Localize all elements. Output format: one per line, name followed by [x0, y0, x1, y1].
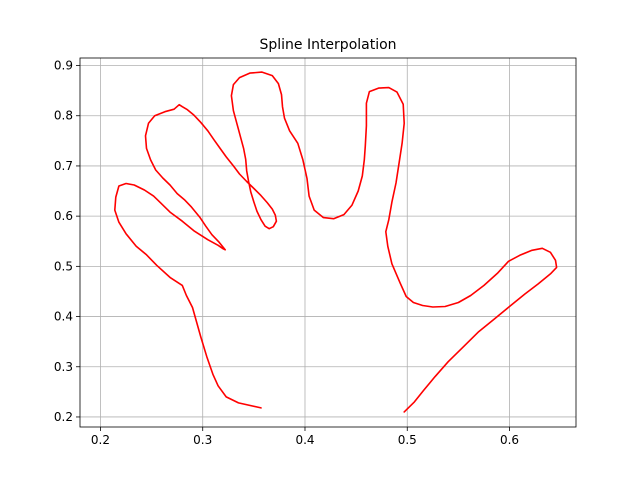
x-tick-label: 0.3: [193, 433, 212, 447]
x-tick-label: 0.5: [398, 433, 417, 447]
series-line: [114, 71, 558, 413]
y-tick-label: 0.2: [54, 410, 73, 424]
chart-title: Spline Interpolation: [259, 37, 396, 53]
axes-frame: [79, 57, 577, 428]
x-tick-label: 0.4: [295, 433, 314, 447]
plot-area: [114, 71, 558, 413]
x-tick-label: 0.6: [500, 433, 519, 447]
y-tick-label: 0.9: [54, 59, 73, 73]
axes: 0.2 0.3 0.4 0.5 0.6 0.2 0.3 0.4 0.5 0.6 0.7 0.8 0.9: [54, 57, 577, 447]
y-tick-label: 0.8: [54, 109, 73, 123]
y-tick-label: 0.6: [54, 209, 73, 223]
x-tick-label: 0.2: [91, 433, 110, 447]
y-tick-label: 0.3: [54, 360, 73, 374]
y-tick-label: 0.4: [54, 310, 73, 324]
y-tick-label: 0.7: [54, 159, 73, 173]
grid: [80, 58, 576, 427]
y-tick-label: 0.5: [54, 259, 73, 273]
axes-background: [80, 58, 576, 427]
